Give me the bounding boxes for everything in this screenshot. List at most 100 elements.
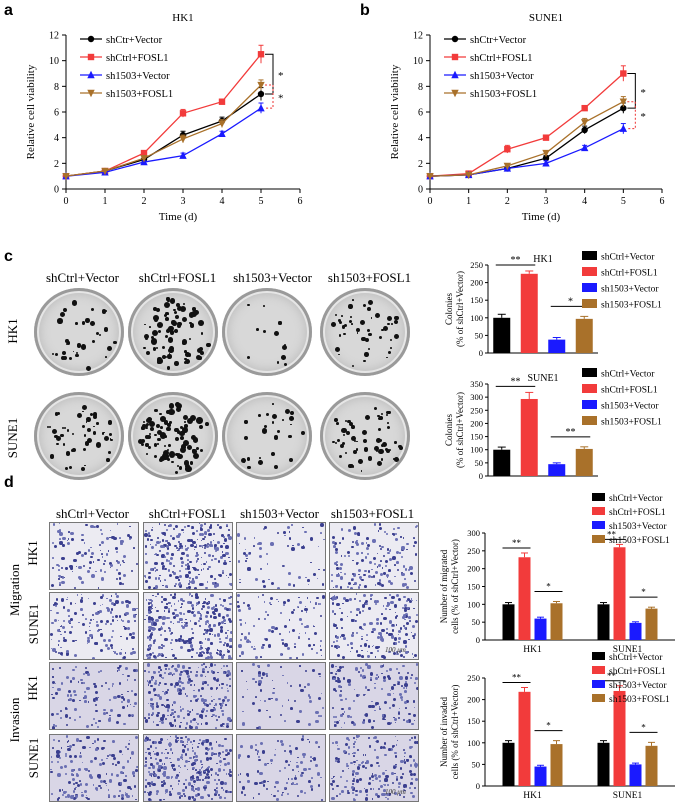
section-title-invasion: Invasion [7, 697, 22, 743]
cell-dot [212, 554, 215, 558]
cell-dot [194, 793, 199, 797]
cell-dot [331, 706, 335, 710]
cell-dot [179, 556, 183, 560]
colony-dot [345, 430, 350, 436]
cell-dot [112, 756, 116, 760]
cell-dot [268, 715, 272, 719]
cell-dot [357, 562, 359, 565]
cell-dot [356, 614, 358, 617]
cell-dot [378, 579, 382, 583]
cell-dot [151, 567, 155, 571]
cell-dot [340, 698, 343, 702]
cell-dot [373, 686, 377, 690]
data-point [620, 104, 627, 112]
panel-label-b: b [360, 2, 370, 19]
y-tick-label: 50 [475, 330, 484, 340]
cell-dot [147, 575, 152, 579]
cell-dot [192, 578, 195, 581]
colony-dish-image [222, 288, 312, 376]
cell-dot [73, 783, 76, 786]
cell-dot [407, 759, 409, 761]
cell-dot [91, 574, 95, 578]
cell-dot [330, 671, 333, 675]
data-point [542, 155, 550, 162]
cell-dot [241, 722, 246, 726]
cell-dot [408, 719, 412, 723]
cell-dot [281, 653, 284, 656]
cell-dot [66, 694, 70, 698]
cell-dot [368, 745, 372, 748]
cell-dot [336, 647, 338, 649]
cell-dot [104, 571, 107, 574]
cell-dot [301, 771, 304, 774]
cell-dot [105, 619, 110, 624]
y-tick-label: 0 [54, 185, 59, 196]
cell-dot [149, 607, 153, 611]
cell-dot [333, 596, 337, 600]
cell-dot [158, 740, 162, 745]
colony-dot [356, 440, 358, 443]
cell-dot [190, 740, 192, 743]
colony-dot [150, 427, 154, 432]
cell-dot [181, 707, 184, 710]
cell-dot [355, 539, 358, 542]
colony-dot [165, 311, 169, 316]
cell-dot [161, 554, 165, 558]
cell-dot [343, 711, 346, 713]
cell-dot [365, 663, 368, 666]
cell-dot [377, 787, 381, 791]
cell-dot [152, 750, 154, 752]
cell-dot [57, 740, 60, 743]
cell-dot [135, 669, 138, 672]
cell-dot [364, 599, 369, 604]
cell-dot [80, 608, 83, 611]
cell-dot [379, 572, 383, 576]
cell-dot [94, 685, 97, 688]
cell-dot [58, 797, 60, 799]
cell-dot [129, 787, 132, 790]
cell-dot [119, 577, 122, 580]
cell-dot [340, 627, 343, 630]
cell-dot [181, 565, 183, 567]
cell-dot [174, 685, 177, 688]
cell-dot [362, 610, 364, 613]
cell-dot [413, 633, 417, 636]
cell-dot [361, 604, 366, 608]
transwell-col-title: shCtrl+FOSL1 [148, 506, 227, 521]
colony-dot [247, 355, 251, 359]
cell-dot [81, 622, 85, 626]
cell-dot [67, 747, 71, 751]
cell-dot [94, 703, 98, 706]
significance-marker: ** [511, 255, 521, 266]
colony-col-title: sh1503+Vector [233, 270, 312, 285]
cell-dot [91, 636, 94, 638]
colony-dot [381, 328, 384, 332]
x-tick-label: 5 [621, 196, 626, 207]
cell-dot [346, 789, 349, 793]
colony-dish-image [128, 288, 218, 376]
cell-dot [332, 541, 336, 544]
cell-dot [201, 708, 205, 712]
cell-dot [223, 561, 227, 566]
cell-dot [167, 714, 169, 717]
cell-dot [85, 617, 88, 620]
data-point [218, 120, 226, 128]
cell-dot [178, 689, 182, 692]
cell-dot [74, 754, 78, 758]
significance-marker: * [278, 70, 284, 82]
cell-dot [317, 784, 321, 788]
cell-dot [105, 553, 109, 557]
cell-dot [125, 611, 129, 615]
cell-dot [110, 602, 114, 606]
cell-dot [336, 645, 339, 648]
legend-label: sh1503+Vector [609, 681, 667, 691]
cell-dot [405, 758, 408, 761]
cell-dot [301, 738, 305, 742]
cell-dot [404, 578, 407, 580]
cell-dot [178, 795, 182, 799]
cell-dot [125, 599, 129, 604]
cell-dot [66, 676, 70, 680]
cell-dot [127, 785, 131, 789]
cell-dot [299, 760, 303, 764]
